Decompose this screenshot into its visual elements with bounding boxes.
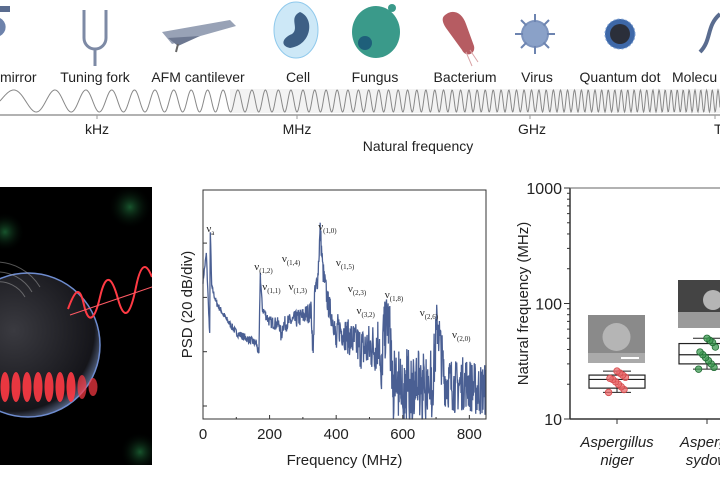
peak-symbol: ν xyxy=(282,253,287,265)
peak-subscript: (2,3) xyxy=(353,289,367,297)
substrate xyxy=(588,353,645,363)
x-tick-label: 600 xyxy=(390,426,415,443)
peak-symbol: ν xyxy=(348,283,353,295)
y-axis-title: PSD (20 dB/div) xyxy=(179,251,196,359)
peak-symbol: ν xyxy=(318,221,323,233)
peak-subscript: (2,0) xyxy=(457,335,471,343)
object-icons xyxy=(0,1,720,67)
peak-subscript: (1,2) xyxy=(259,267,273,275)
peak-symbol: ν xyxy=(254,261,259,273)
peak-symbol: ν xyxy=(206,223,211,235)
peak-label: ν(1,8) xyxy=(385,289,404,303)
peak-subscript: (1,3) xyxy=(294,287,308,295)
peak-subscript: (1,5) xyxy=(341,263,355,271)
data-point xyxy=(703,334,711,342)
data-point xyxy=(694,365,703,373)
frequency-wave xyxy=(0,88,720,119)
y-tick-label: 100 xyxy=(535,297,562,314)
tick-ghz: GHz xyxy=(518,121,546,137)
peak-subscript: (1,8) xyxy=(390,295,404,303)
peak-label: ν(1,4) xyxy=(282,253,301,267)
microsphere-illustration xyxy=(0,187,152,465)
peak-subscript: (1,1) xyxy=(267,287,281,295)
data-point xyxy=(604,388,613,397)
virus-icon xyxy=(515,14,555,54)
natural-frequency-boxplot: 10 100 1000 Natural frequency (MHz) Aspergil… xyxy=(515,181,720,469)
peak-label: ν(2,0) xyxy=(452,329,471,343)
tick-thz: TH xyxy=(714,121,720,137)
peak-label: νa xyxy=(206,223,215,237)
peak-subscript: (3,2) xyxy=(361,311,375,319)
object-label-0: mirror xyxy=(0,69,37,85)
peak-subscript: a xyxy=(211,229,215,237)
object-label-7: Quantum dot xyxy=(579,69,661,85)
peak-label: ν(1,1) xyxy=(262,281,281,295)
spore-image xyxy=(703,290,720,310)
x-tick-label: 400 xyxy=(324,426,349,443)
y-tick-label: 1000 xyxy=(526,181,562,198)
peak-symbol: ν xyxy=(336,257,341,269)
x-axis-title: Frequency (MHz) xyxy=(287,452,403,469)
tick-khz: kHz xyxy=(84,121,110,137)
peak-subscript: (1,0) xyxy=(323,227,337,235)
peak-label: ν(1,0) xyxy=(318,221,337,235)
peak-subscript: (2,6) xyxy=(425,313,439,321)
group-label: Aspergil xyxy=(679,434,720,451)
data-point xyxy=(606,374,614,383)
peak-label: ν(1,5) xyxy=(336,257,355,271)
plot-frame xyxy=(202,189,487,420)
peak-label: ν(1,3) xyxy=(289,281,308,295)
group-label: Aspergillus xyxy=(579,434,654,451)
peak-label: ν(2,6) xyxy=(420,307,439,321)
object-label-2: AFM cantilever xyxy=(151,69,245,85)
peak-symbol: ν xyxy=(262,281,267,293)
peak-subscript: (1,4) xyxy=(287,259,301,267)
molecule-icon xyxy=(698,12,720,54)
x-tick-label: 200 xyxy=(257,426,282,443)
data-point xyxy=(696,348,704,356)
y-tick-label: 10 xyxy=(544,412,562,429)
group-label: sydow xyxy=(686,452,720,469)
peak-symbol: ν xyxy=(420,307,425,319)
bacterium-icon xyxy=(442,11,479,67)
substrate xyxy=(678,312,720,328)
psd-trace xyxy=(202,222,487,420)
tuning-fork-icon xyxy=(82,10,108,66)
object-label-8: Molecu xyxy=(672,69,718,85)
object-label-1: Tuning fork xyxy=(60,69,130,85)
data-point xyxy=(613,367,621,375)
peak-symbol: ν xyxy=(289,281,294,293)
peak-symbol: ν xyxy=(385,289,390,301)
x-tick-label: 0 xyxy=(199,426,207,443)
mirror-icon xyxy=(0,6,10,36)
spore-image xyxy=(602,323,631,351)
x-tick-label: 800 xyxy=(457,426,482,443)
object-label-4: Fungus xyxy=(351,69,399,85)
peak-label: ν(2,3) xyxy=(348,283,367,297)
object-label-6: Virus xyxy=(521,69,553,85)
peak-label: ν(3,2) xyxy=(356,305,375,319)
cell-icon xyxy=(273,1,319,59)
object-label-5: Bacterium xyxy=(433,69,497,85)
object-label-3: Cell xyxy=(285,69,311,85)
group-label: niger xyxy=(600,452,634,469)
tick-mhz: MHz xyxy=(282,121,312,137)
cantilever-icon xyxy=(162,20,236,53)
fungus-icon xyxy=(352,4,400,58)
peak-symbol: ν xyxy=(452,329,457,341)
peak-symbol: ν xyxy=(356,305,361,317)
peak-label: ν(1,2) xyxy=(254,261,273,275)
quantum-dot-icon xyxy=(604,18,636,50)
scale-axis-title: Natural frequency xyxy=(362,138,474,154)
psd-spectrum-chart: 0 200 400 600 800 Frequency (MHz) PSD (20 dB/d… xyxy=(179,189,487,469)
y-axis-title: Natural frequency (MHz) xyxy=(515,222,532,385)
